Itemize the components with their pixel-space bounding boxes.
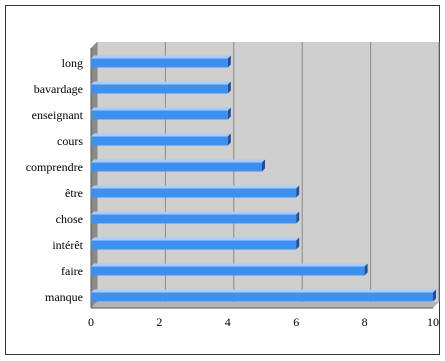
x-tick-labels: 0 2 4 6 8 10 bbox=[88, 315, 439, 329]
x-tick-label: 0 bbox=[88, 315, 94, 329]
category-label: bavardage bbox=[34, 82, 83, 96]
bar-end bbox=[296, 185, 300, 198]
bar bbox=[91, 110, 228, 120]
bar-top bbox=[91, 185, 300, 189]
category-label: long bbox=[62, 56, 83, 70]
bar-top bbox=[91, 237, 300, 241]
category-label: être bbox=[65, 186, 83, 200]
bar bbox=[91, 136, 228, 146]
x-tick-label: 2 bbox=[156, 315, 162, 329]
bar-top bbox=[91, 133, 231, 137]
bar-end bbox=[296, 237, 300, 250]
bar bbox=[91, 188, 297, 198]
category-label: intérêt bbox=[52, 238, 83, 252]
bar bbox=[91, 162, 262, 172]
bar-top bbox=[91, 289, 436, 293]
category-label: chose bbox=[56, 212, 83, 226]
back-wall bbox=[97, 42, 439, 302]
x-tick-label: 6 bbox=[293, 315, 299, 329]
x-tick-label: 4 bbox=[225, 315, 231, 329]
bar-end bbox=[364, 263, 368, 276]
bar bbox=[91, 58, 228, 68]
bar-end bbox=[227, 107, 231, 120]
bar-end bbox=[262, 159, 265, 172]
bar bbox=[91, 240, 297, 250]
bar bbox=[91, 84, 228, 94]
bar-end bbox=[227, 81, 231, 94]
bars bbox=[91, 55, 436, 302]
category-label: comprendre bbox=[26, 160, 83, 174]
bar bbox=[91, 214, 297, 224]
bar-top bbox=[91, 81, 231, 85]
category-label: enseignant bbox=[32, 108, 84, 122]
category-label: manque bbox=[45, 290, 83, 304]
bar-top bbox=[91, 55, 231, 59]
category-labels: long bavardage enseignant cours comprendre êt… bbox=[26, 56, 84, 304]
category-label: cours bbox=[57, 134, 83, 148]
category-label: faire bbox=[61, 264, 83, 278]
x-tick-label: 8 bbox=[362, 315, 368, 329]
bar-end bbox=[296, 211, 300, 224]
bar-top bbox=[91, 107, 231, 111]
bar bbox=[91, 292, 433, 302]
bar-top bbox=[91, 263, 368, 267]
floor bbox=[91, 302, 439, 308]
x-tick-label: 10 bbox=[427, 315, 439, 329]
bar-end bbox=[227, 133, 231, 146]
bar-end bbox=[227, 55, 231, 68]
bar-top bbox=[91, 159, 265, 163]
bar-top bbox=[91, 211, 300, 215]
bar-end bbox=[433, 289, 436, 302]
bar bbox=[91, 266, 365, 276]
